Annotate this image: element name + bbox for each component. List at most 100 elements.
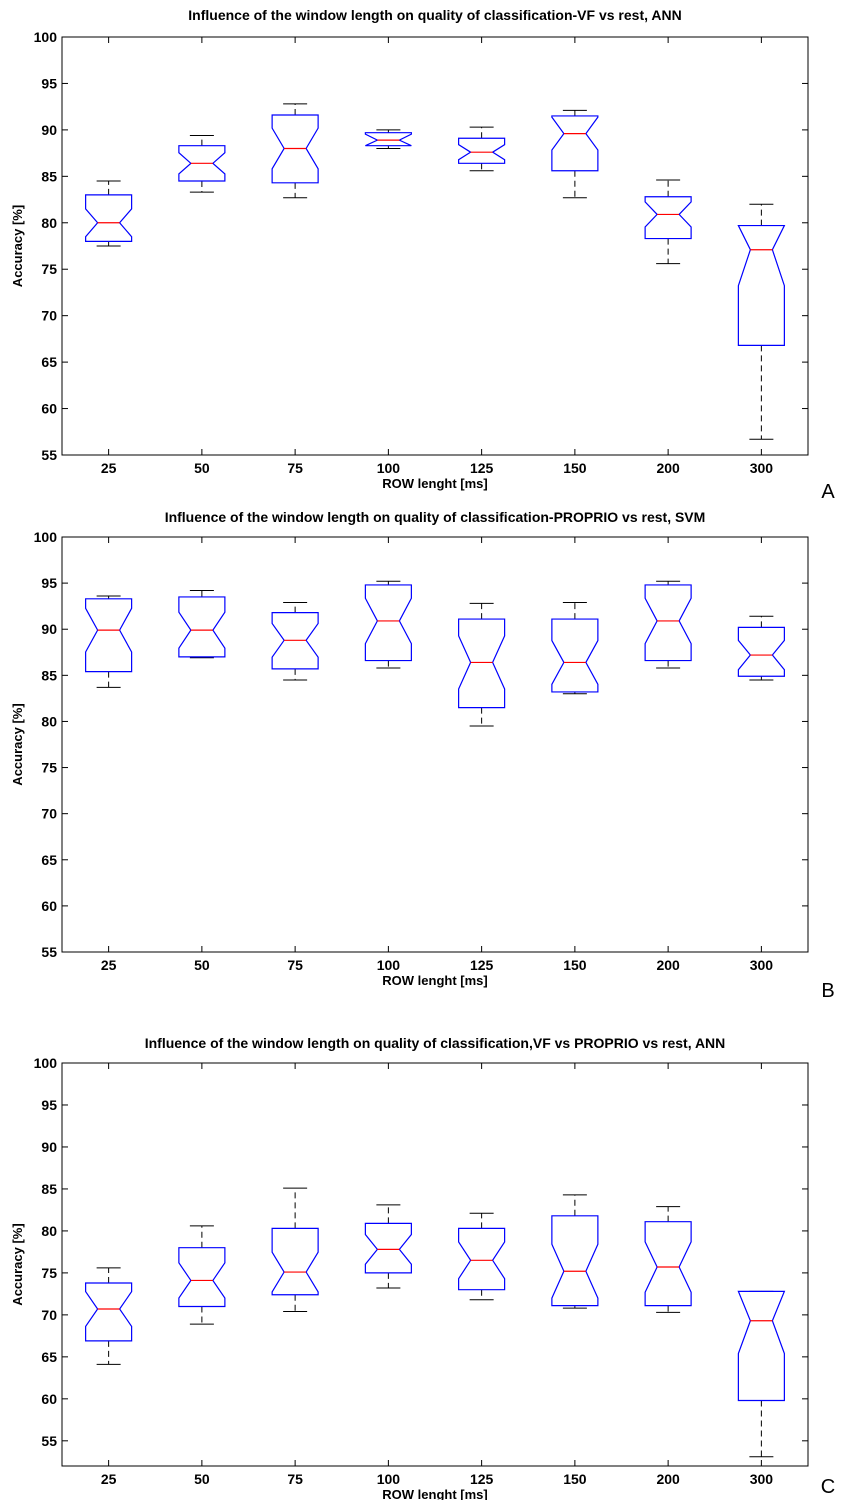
- y-tick-label: 60: [41, 898, 57, 914]
- x-axis-label: ROW lenght [ms]: [382, 1487, 487, 1500]
- panel-label: C: [821, 1476, 835, 1498]
- box-body: [458, 618, 506, 709]
- x-tick-label: 300: [750, 957, 774, 973]
- y-tick-label: 65: [41, 354, 57, 370]
- x-tick-label: 200: [656, 957, 680, 973]
- box-150: [551, 109, 599, 199]
- box-200: [644, 1206, 692, 1313]
- y-tick-label: 75: [41, 1265, 57, 1281]
- y-tick-label: 70: [41, 1307, 57, 1323]
- y-tick-label: 80: [41, 1223, 57, 1239]
- x-tick-label: 125: [470, 460, 494, 476]
- x-tick-label: 50: [194, 1471, 210, 1487]
- x-tick-label: 125: [470, 957, 494, 973]
- box-300: [737, 203, 786, 440]
- y-tick-label: 100: [34, 29, 58, 45]
- x-tick-label: 150: [563, 460, 587, 476]
- x-tick-label: 125: [470, 1471, 494, 1487]
- x-tick-label: 100: [377, 1471, 401, 1487]
- box-300: [737, 1290, 786, 1458]
- box-150: [551, 601, 599, 695]
- box-body: [364, 132, 412, 147]
- y-tick-label: 95: [41, 75, 57, 91]
- box-body: [85, 194, 133, 242]
- y-tick-label: 80: [41, 215, 57, 231]
- x-tick-label: 50: [194, 957, 210, 973]
- box-body: [737, 1290, 786, 1402]
- box-125: [458, 1212, 506, 1301]
- box-body: [364, 1222, 412, 1274]
- x-tick-label: 25: [101, 1471, 117, 1487]
- box-body: [551, 115, 599, 172]
- box-50: [178, 589, 226, 659]
- box-body: [178, 1247, 226, 1308]
- panel-label: A: [821, 481, 835, 503]
- x-tick-label: 200: [656, 1471, 680, 1487]
- box-body: [551, 1215, 599, 1307]
- x-tick-label: 150: [563, 1471, 587, 1487]
- y-tick-label: 70: [41, 806, 57, 822]
- x-tick-label: 100: [377, 460, 401, 476]
- box-body: [271, 1227, 319, 1296]
- x-tick-label: 200: [656, 460, 680, 476]
- x-tick-label: 50: [194, 460, 210, 476]
- x-tick-label: 25: [101, 460, 117, 476]
- x-axis-label: ROW lenght [ms]: [382, 973, 487, 988]
- y-tick-label: 90: [41, 621, 57, 637]
- chart-title: Influence of the window length on qualit…: [165, 509, 706, 525]
- box-75: [271, 1187, 319, 1313]
- box-body: [364, 584, 412, 662]
- plot-frame: [61, 1062, 809, 1467]
- y-tick-label: 60: [41, 1391, 57, 1407]
- x-tick-label: 75: [287, 957, 303, 973]
- box-25: [85, 595, 133, 688]
- box-body: [271, 612, 319, 670]
- x-tick-label: 75: [287, 1471, 303, 1487]
- box-25: [85, 180, 133, 247]
- chart-panel-3: Influence of the window length on qualit…: [10, 1035, 835, 1500]
- y-tick-label: 85: [41, 168, 57, 184]
- y-tick-label: 95: [41, 1097, 57, 1113]
- box-body: [458, 1227, 506, 1291]
- y-tick-label: 80: [41, 713, 57, 729]
- box-125: [458, 602, 506, 727]
- y-tick-label: 55: [41, 944, 57, 960]
- y-tick-label: 85: [41, 1181, 57, 1197]
- y-axis-label: Accuracy [%]: [10, 703, 25, 785]
- y-tick-label: 100: [34, 529, 58, 545]
- box-75: [271, 601, 319, 681]
- y-tick-label: 75: [41, 760, 57, 776]
- box-body: [737, 626, 785, 677]
- panel-label: B: [821, 980, 834, 1002]
- y-tick-label: 55: [41, 1433, 57, 1449]
- x-tick-label: 300: [750, 1471, 774, 1487]
- box-50: [178, 1225, 226, 1325]
- plot-frame: [61, 36, 809, 456]
- box-200: [644, 580, 692, 669]
- y-tick-label: 100: [34, 1055, 58, 1071]
- y-tick-label: 75: [41, 261, 57, 277]
- y-tick-label: 90: [41, 122, 57, 138]
- box-100: [364, 1204, 412, 1289]
- box-50: [178, 134, 226, 193]
- x-tick-label: 150: [563, 957, 587, 973]
- y-axis-label: Accuracy [%]: [10, 1223, 25, 1305]
- y-tick-label: 85: [41, 667, 57, 683]
- box-body: [458, 137, 506, 164]
- x-axis-label: ROW lenght [ms]: [382, 476, 487, 491]
- chart-title: Influence of the window length on qualit…: [188, 7, 681, 23]
- chart-panel-1: Influence of the window length on qualit…: [10, 7, 835, 503]
- box-75: [271, 103, 319, 199]
- box-body: [644, 584, 692, 662]
- box-body: [737, 224, 786, 346]
- plot-frame: [61, 536, 809, 953]
- box-25: [85, 1267, 133, 1365]
- box-200: [644, 179, 692, 265]
- chart-title: Influence of the window length on qualit…: [145, 1035, 726, 1051]
- y-tick-label: 55: [41, 447, 57, 463]
- x-tick-label: 300: [750, 460, 774, 476]
- box-150: [551, 1194, 599, 1309]
- box-body: [85, 598, 133, 673]
- box-body: [178, 145, 226, 182]
